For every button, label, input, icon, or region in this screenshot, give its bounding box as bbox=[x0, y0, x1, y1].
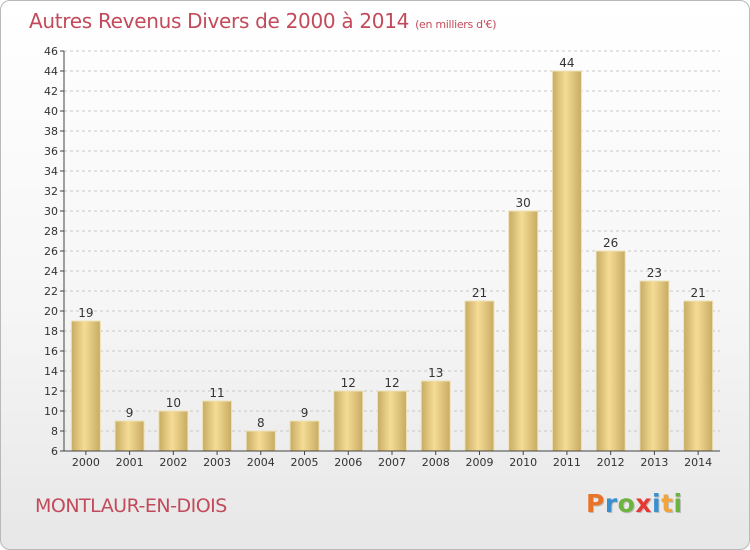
y-tick-label: 6 bbox=[51, 445, 58, 458]
bar-2014 bbox=[683, 300, 714, 452]
x-tick-label-2013: 2013 bbox=[640, 456, 668, 469]
bar-2004 bbox=[245, 430, 276, 452]
logo-letter: P bbox=[586, 489, 605, 518]
y-tick-label: 32 bbox=[44, 185, 58, 198]
proxiti-logo: Proxiti bbox=[586, 489, 683, 518]
y-tick-label: 28 bbox=[44, 225, 58, 238]
y-tick-label: 30 bbox=[44, 205, 58, 218]
y-tick-label: 20 bbox=[44, 305, 58, 318]
data-label-2008: 13 bbox=[428, 366, 443, 380]
x-tick-label-2004: 2004 bbox=[247, 456, 275, 469]
x-tick-label-2002: 2002 bbox=[159, 456, 187, 469]
bar-2003 bbox=[202, 400, 233, 452]
bar-2011 bbox=[551, 70, 582, 452]
data-label-2003: 11 bbox=[209, 386, 224, 400]
chart-unit: (en milliers d'€) bbox=[415, 18, 497, 31]
data-label-2013: 23 bbox=[647, 266, 662, 280]
bar-2010 bbox=[508, 210, 539, 452]
x-tick-label-2009: 2009 bbox=[465, 456, 493, 469]
y-tick-label: 22 bbox=[44, 285, 58, 298]
bar-2000 bbox=[70, 320, 101, 452]
chart-title: Autres Revenus Divers de 2000 à 2014 (en … bbox=[29, 9, 497, 33]
bar-2009 bbox=[464, 300, 495, 452]
logo-letter: t bbox=[661, 489, 674, 518]
bar-2006 bbox=[333, 390, 364, 452]
y-tick-label: 8 bbox=[51, 425, 58, 438]
y-tick-label: 40 bbox=[44, 105, 58, 118]
data-label-2010: 30 bbox=[516, 196, 531, 210]
y-tick-label: 12 bbox=[44, 385, 58, 398]
x-tick-label-2006: 2006 bbox=[334, 456, 362, 469]
bar-2002 bbox=[158, 410, 189, 452]
logo-letter: r bbox=[604, 489, 618, 518]
y-tick-label: 34 bbox=[44, 165, 58, 178]
data-label-2011: 44 bbox=[559, 56, 574, 70]
data-label-2012: 26 bbox=[603, 236, 618, 250]
x-tick-label-2007: 2007 bbox=[378, 456, 406, 469]
data-label-2006: 12 bbox=[341, 376, 356, 390]
bar-2008 bbox=[420, 380, 451, 452]
data-label-2002: 10 bbox=[166, 396, 181, 410]
y-tick-label: 38 bbox=[44, 125, 58, 138]
data-label-2005: 9 bbox=[301, 406, 309, 420]
data-label-2014: 21 bbox=[690, 286, 705, 300]
x-tick-label-2010: 2010 bbox=[509, 456, 537, 469]
commune-name: MONTLAUR-EN-DIOIS bbox=[35, 495, 227, 517]
x-tick-label-2014: 2014 bbox=[684, 456, 712, 469]
bars: 19 9 10 11 8 9 12 12 13 21 30 44 26 23 21 bbox=[70, 56, 714, 452]
axes: 6 8 10 12 14 16 18 20 22 24 26 28 30 32 34 36 38 40 42 44 46… bbox=[44, 45, 720, 469]
y-tick-label: 24 bbox=[44, 265, 58, 278]
x-tick-label-2003: 2003 bbox=[203, 456, 231, 469]
y-tick-label: 16 bbox=[44, 345, 58, 358]
bar-2013 bbox=[639, 280, 670, 452]
y-tick-label: 44 bbox=[44, 65, 58, 78]
logo-letter: i bbox=[673, 489, 683, 518]
logo-letter: o bbox=[617, 489, 636, 518]
y-tick-label: 26 bbox=[44, 245, 58, 258]
bar-2001 bbox=[114, 420, 145, 452]
y-tick-label: 36 bbox=[44, 145, 58, 158]
x-tick-label-2000: 2000 bbox=[72, 456, 100, 469]
bar-2007 bbox=[377, 390, 407, 452]
y-tick-label: 14 bbox=[44, 365, 58, 378]
x-tick-label-2008: 2008 bbox=[422, 456, 450, 469]
data-label-2009: 21 bbox=[472, 286, 487, 300]
data-label-2000: 19 bbox=[78, 306, 93, 320]
x-tick-label-2001: 2001 bbox=[116, 456, 144, 469]
logo-letter: x bbox=[635, 489, 652, 518]
x-tick-label-2012: 2012 bbox=[597, 456, 625, 469]
y-tick-label: 46 bbox=[44, 45, 58, 58]
bar-2012 bbox=[595, 250, 626, 452]
y-tick-label: 18 bbox=[44, 325, 58, 338]
bar-2005 bbox=[289, 420, 320, 452]
y-tick-label: 42 bbox=[44, 85, 58, 98]
data-label-2007: 12 bbox=[384, 376, 399, 390]
x-tick-label-2011: 2011 bbox=[553, 456, 581, 469]
data-label-2004: 8 bbox=[257, 416, 265, 430]
y-tick-label: 10 bbox=[44, 405, 58, 418]
chart-title-text: Autres Revenus Divers de 2000 à 2014 bbox=[29, 9, 410, 33]
data-label-2001: 9 bbox=[126, 406, 134, 420]
logo-letter: i bbox=[652, 489, 662, 518]
x-tick-label-2005: 2005 bbox=[291, 456, 319, 469]
